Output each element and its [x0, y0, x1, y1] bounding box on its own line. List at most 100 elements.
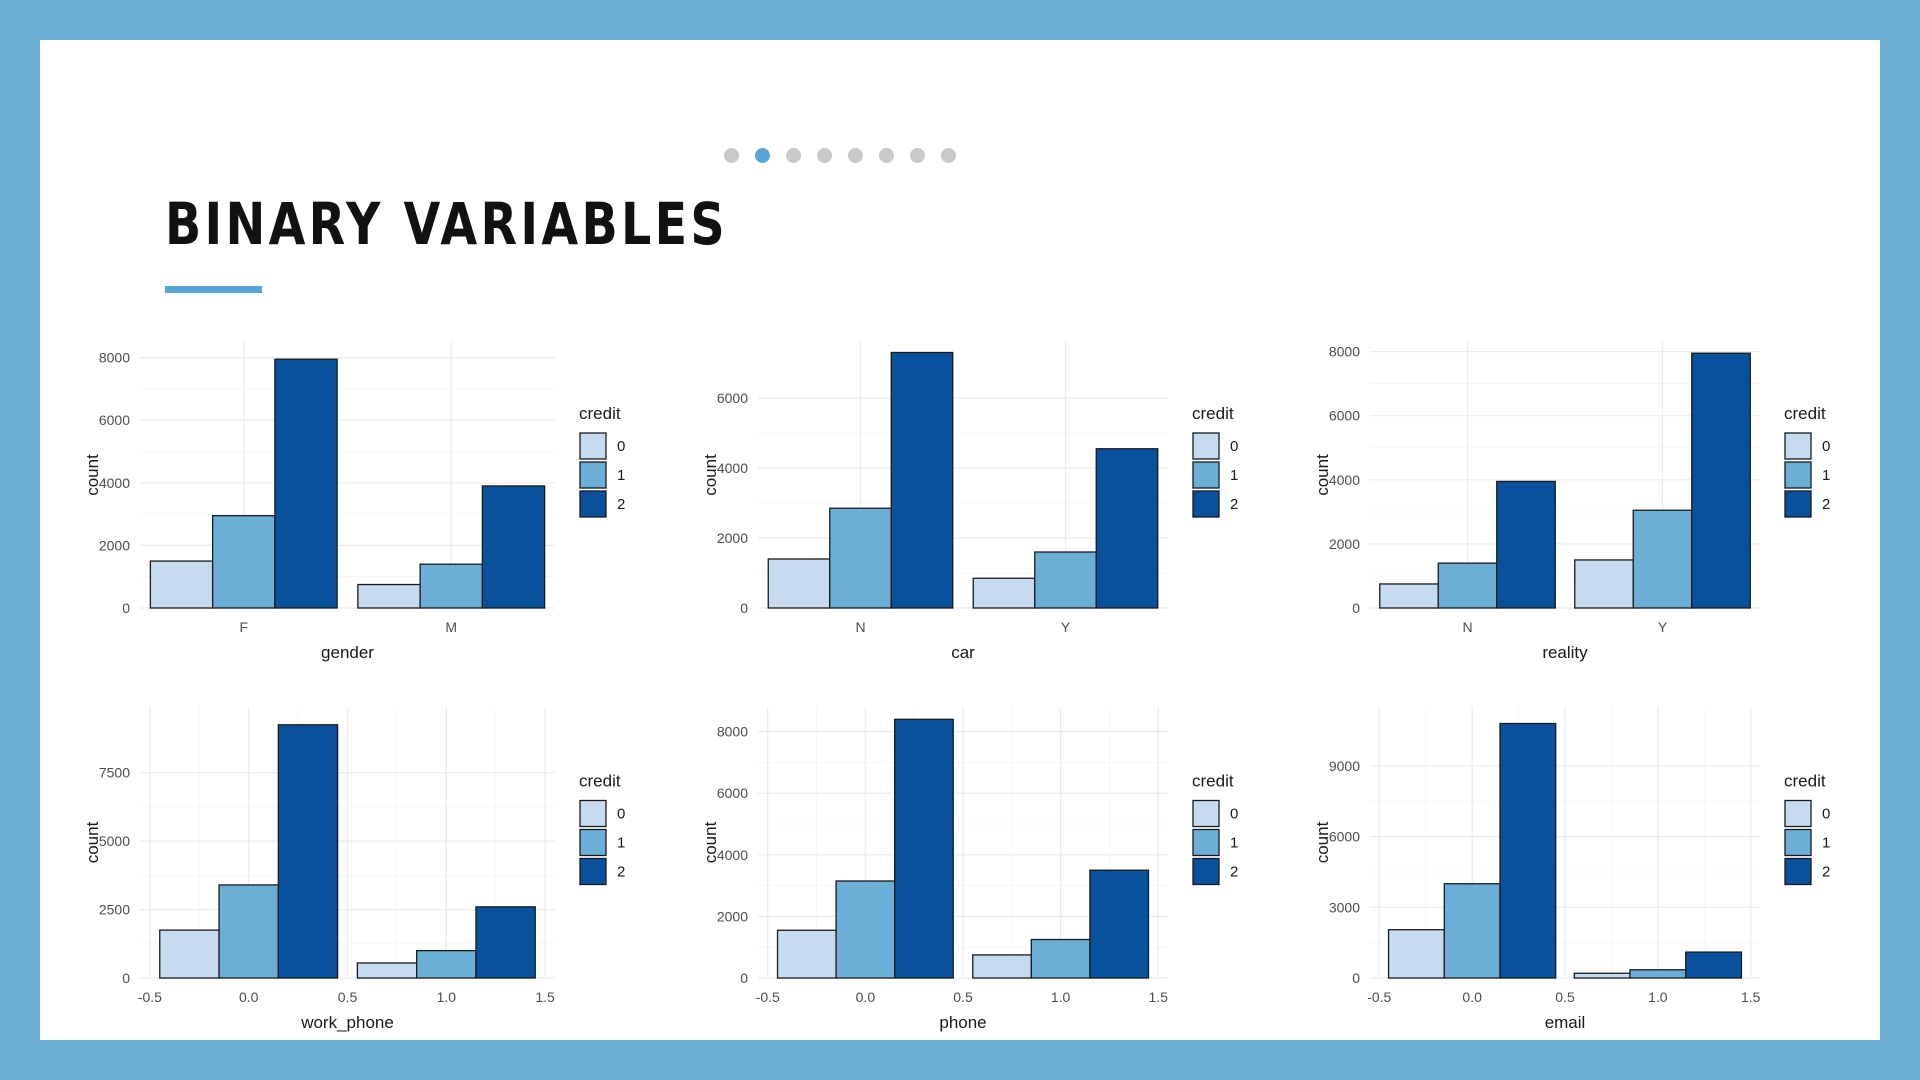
x-tick-label: 0.0 — [1462, 989, 1482, 1005]
x-axis-title: work_phone — [300, 1013, 394, 1032]
legend-swatch — [579, 799, 607, 828]
y-tick-label: 2000 — [717, 908, 748, 924]
y-axis-title: count — [83, 454, 102, 496]
y-tick-label: 6000 — [1329, 408, 1360, 424]
legend-label: 2 — [1230, 496, 1238, 513]
pagination-dot[interactable] — [879, 148, 894, 163]
legend-label: 2 — [1822, 864, 1830, 881]
page-title: BINARY VARIABLES — [165, 190, 728, 258]
bar-car-Y-credit-1 — [1034, 551, 1097, 609]
y-tick-label: 0 — [1352, 600, 1360, 616]
y-tick-label: 3000 — [1329, 899, 1360, 915]
y-tick-label: 0 — [740, 970, 748, 986]
bar-email-0-credit-2 — [1499, 722, 1557, 979]
legend-label: 2 — [617, 496, 625, 513]
legend-label: 1 — [1230, 835, 1238, 852]
bar-phone-1-credit-1 — [1030, 938, 1091, 979]
pagination-dot[interactable] — [910, 148, 925, 163]
x-axis-title: car — [951, 643, 975, 662]
pagination-dot[interactable] — [755, 148, 770, 163]
bar-car-Y-credit-0 — [972, 577, 1036, 609]
y-tick-label: 0 — [122, 970, 130, 986]
legend-title: credit — [579, 772, 621, 791]
legend-label: 1 — [1230, 467, 1238, 484]
x-tick-label: M — [445, 619, 457, 635]
pagination-dot[interactable] — [941, 148, 956, 163]
legend-title: credit — [1784, 404, 1826, 423]
bar-reality-N-credit-0 — [1379, 583, 1439, 609]
bar-work_phone-1-credit-0 — [356, 962, 418, 979]
legend-swatch — [1784, 432, 1812, 460]
y-tick-label: 4000 — [1329, 472, 1360, 488]
legend-label: 2 — [1230, 864, 1238, 881]
y-axis-title: count — [1313, 454, 1332, 496]
y-tick-label: 2000 — [1329, 536, 1360, 552]
slide-pagination — [0, 148, 1760, 163]
y-tick-label: 4000 — [717, 460, 748, 476]
title-underline — [165, 286, 262, 293]
x-tick-label: 1.5 — [1149, 989, 1169, 1005]
y-tick-label: 6000 — [717, 785, 748, 801]
bar-reality-N-credit-2 — [1496, 480, 1556, 609]
y-axis-title: count — [701, 821, 720, 863]
bar-work_phone-0-credit-1 — [218, 884, 279, 979]
legend-title: credit — [1192, 404, 1234, 423]
chart-plot: 0 3000 6000 9000 -0.5 0.0 0.5 1.0 1.5 email count — [1313, 707, 1761, 1032]
x-tick-label: 1.0 — [1648, 989, 1668, 1005]
legend: credit 0 1 2 — [1192, 404, 1238, 518]
x-axis-title: email — [1545, 1013, 1586, 1032]
legend-swatch — [579, 857, 607, 886]
chart-work-phone: 0 2500 5000 7500 -0.5 0.0 0.5 1.0 1.5 work_phone c… — [60, 695, 675, 1040]
y-axis-title: count — [701, 454, 720, 496]
x-tick-label: 0.5 — [1555, 989, 1575, 1005]
bar-car-N-credit-1 — [829, 507, 892, 609]
y-tick-label: 6000 — [717, 390, 748, 406]
legend-label: 1 — [617, 835, 625, 852]
legend: credit 0 1 2 — [1192, 772, 1238, 886]
pagination-dot[interactable] — [817, 148, 832, 163]
bar-email-0-credit-1 — [1443, 883, 1501, 979]
pagination-dot[interactable] — [848, 148, 863, 163]
chart-phone: 0 2000 4000 6000 8000 -0.5 0.0 0.5 1.0 1.5 phone co… — [678, 695, 1288, 1040]
y-tick-label: 5000 — [99, 833, 130, 849]
bar-reality-Y-credit-0 — [1574, 559, 1634, 609]
bar-gender-M-credit-1 — [419, 563, 484, 609]
y-tick-label: 2000 — [717, 530, 748, 546]
legend-swatch — [579, 490, 607, 518]
legend-swatch — [1784, 461, 1812, 489]
x-tick-label: 1.5 — [535, 989, 555, 1005]
pagination-dot[interactable] — [724, 148, 739, 163]
bar-car-N-credit-2 — [890, 351, 954, 609]
bar-gender-M-credit-0 — [357, 583, 421, 609]
bar-gender-M-credit-2 — [481, 485, 546, 609]
bar-email-0-credit-0 — [1387, 929, 1445, 979]
bar-work_phone-0-credit-2 — [277, 724, 339, 979]
legend-label: 0 — [617, 806, 625, 823]
x-axis-title: reality — [1542, 643, 1588, 662]
bar-work_phone-0-credit-0 — [159, 929, 220, 979]
bar-reality-Y-credit-1 — [1632, 509, 1693, 609]
legend-title: credit — [1784, 772, 1826, 791]
legend-label: 0 — [617, 438, 625, 455]
bar-email-1-credit-2 — [1685, 951, 1743, 979]
x-tick-label: 0.5 — [953, 989, 973, 1005]
legend-title: credit — [1192, 772, 1234, 791]
x-tick-label: -0.5 — [1367, 989, 1391, 1005]
legend-swatch — [1192, 490, 1220, 518]
pagination-dot[interactable] — [786, 148, 801, 163]
x-tick-label: Y — [1061, 619, 1071, 635]
y-tick-label: 9000 — [1329, 758, 1360, 774]
bar-phone-1-credit-2 — [1089, 869, 1150, 979]
chart-plot: 0 2000 4000 6000 8000 -0.5 0.0 0.5 1.0 1.5 phone co… — [701, 707, 1168, 1032]
chart-plot: 0 2500 5000 7500 -0.5 0.0 0.5 1.0 1.5 work_phone c… — [83, 707, 555, 1032]
y-tick-label: 6000 — [99, 412, 130, 428]
y-tick-label: 2000 — [99, 537, 130, 553]
legend-label: 1 — [617, 467, 625, 484]
legend-label: 2 — [617, 864, 625, 881]
legend-swatch — [1192, 432, 1220, 460]
x-tick-label: -0.5 — [756, 989, 780, 1005]
bar-phone-0-credit-0 — [776, 929, 837, 979]
